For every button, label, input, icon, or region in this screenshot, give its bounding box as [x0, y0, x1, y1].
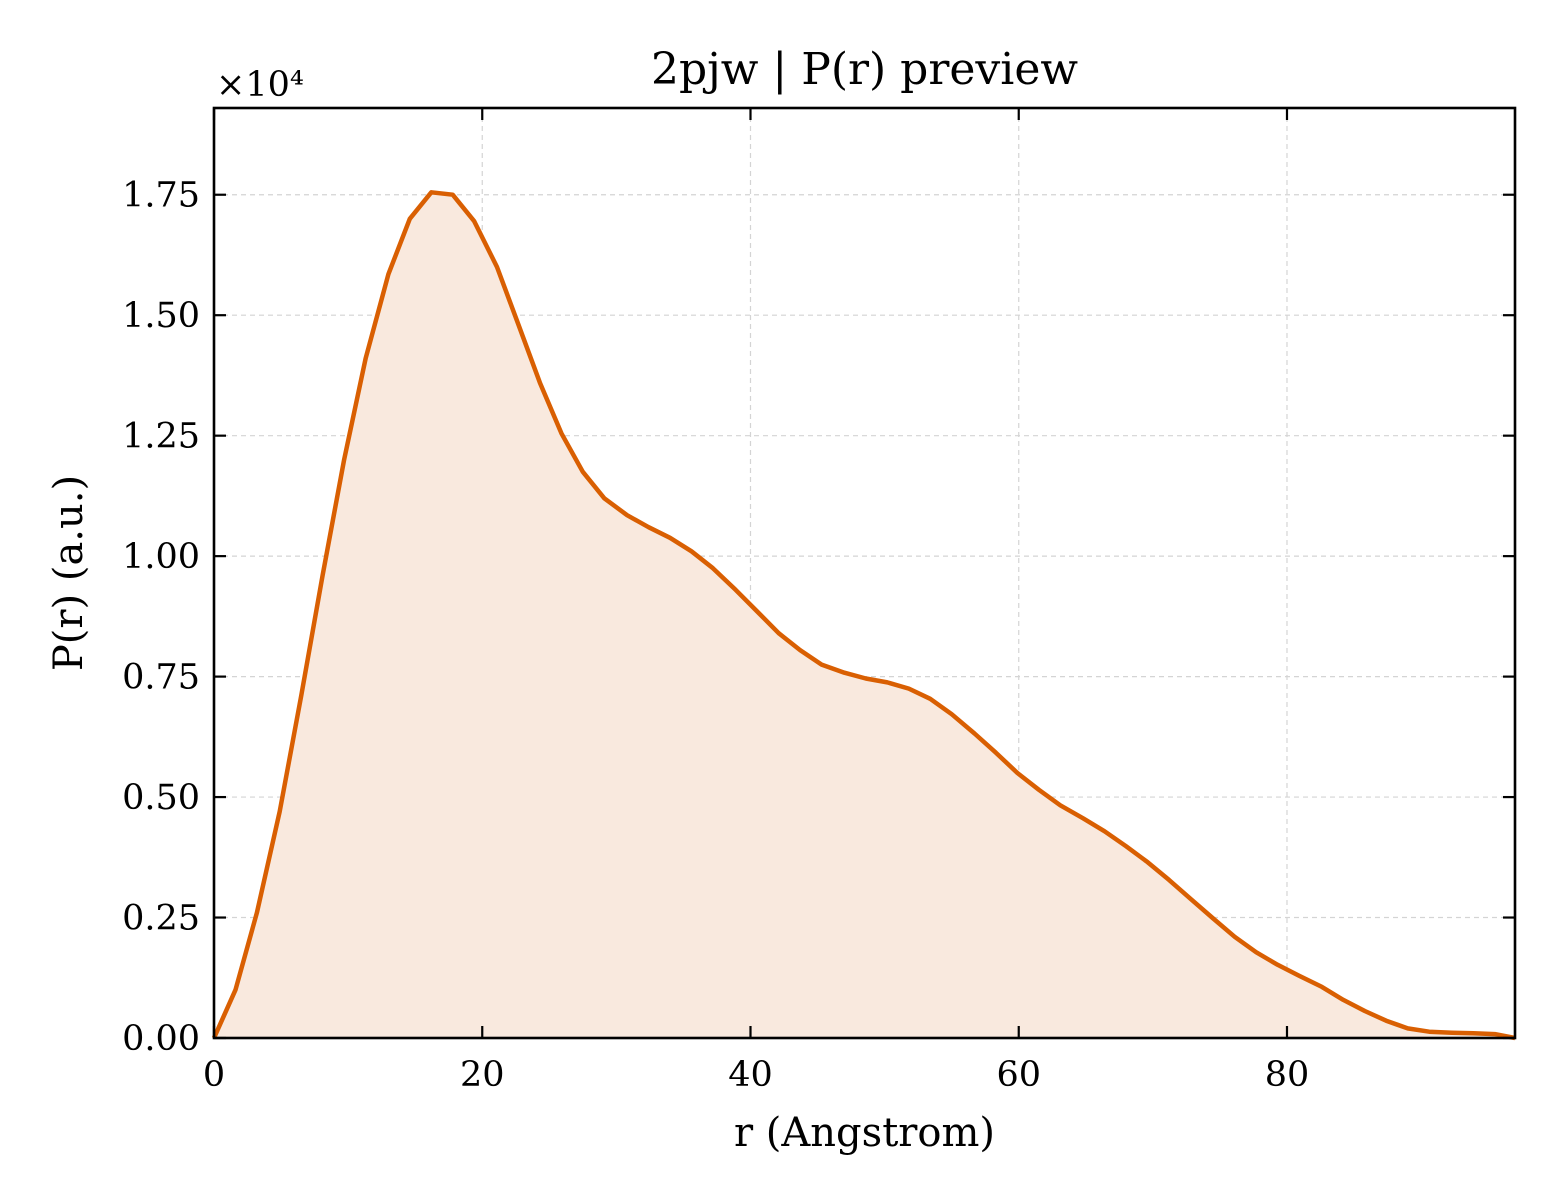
y-tick-label: 0.75 [122, 658, 200, 698]
y-tick-label: 0.25 [122, 899, 200, 939]
x-tick-label: 40 [728, 1055, 773, 1095]
y-axis-multiplier: ×10⁴ [216, 65, 304, 105]
y-tick-label: 1.00 [122, 537, 200, 577]
y-tick-label: 1.50 [122, 296, 200, 336]
y-tick-label: 0.50 [122, 778, 200, 818]
x-tick-label: 80 [1265, 1055, 1310, 1095]
x-axis-label: r (Angstrom) [734, 1110, 995, 1156]
series-line [211, 190, 1516, 1041]
y-axis-label: P(r) (a.u.) [46, 475, 92, 671]
area-fill [214, 192, 1515, 1039]
x-tick-label: 0 [203, 1055, 225, 1095]
y-tick-label: 1.25 [122, 417, 200, 457]
y-tick-label: 1.75 [122, 176, 200, 216]
x-tick-label: 20 [460, 1055, 505, 1095]
x-tick-label: 60 [996, 1055, 1041, 1095]
y-tick-label: 0.00 [122, 1019, 200, 1059]
chart-title: 2pjw | P(r) preview [651, 44, 1078, 95]
axis-ticks: 0 20 40 60 80 0.00 0.25 0.50 0.75 1.00 1.25 1.50 1.7… [122, 108, 1515, 1095]
plot-frame [212, 106, 1517, 1040]
